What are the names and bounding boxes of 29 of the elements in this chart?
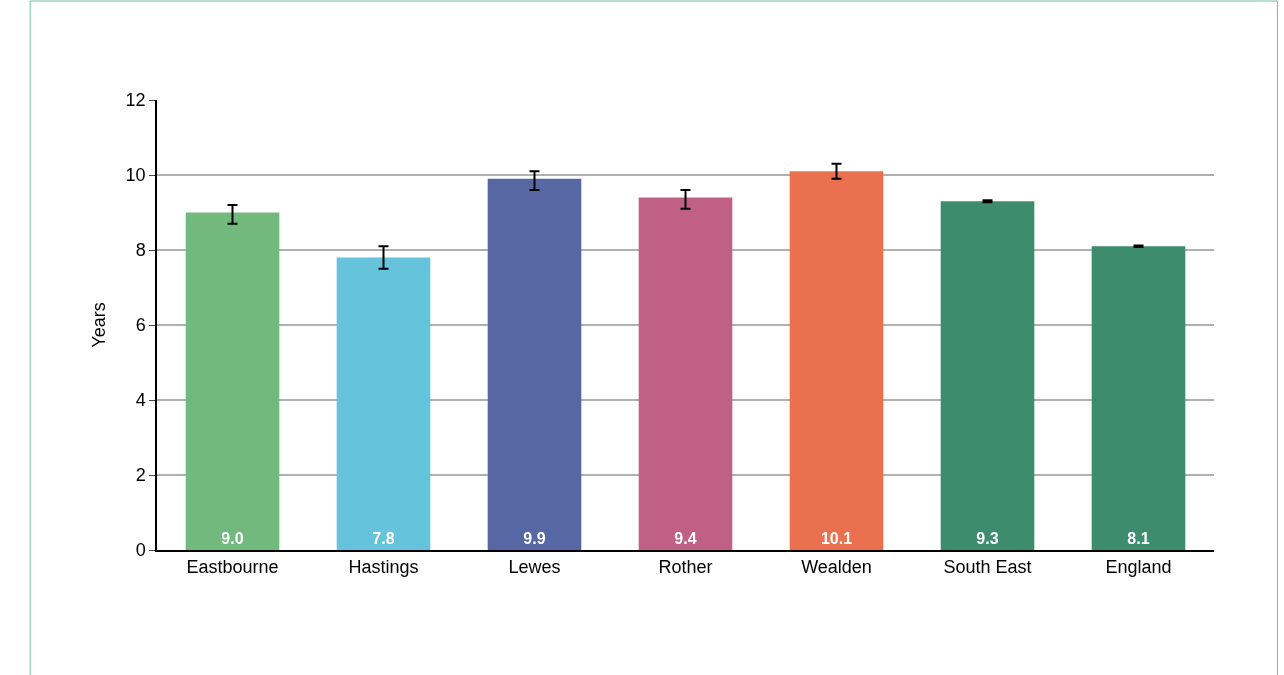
bar	[638, 197, 733, 550]
y-tick-label: 10	[125, 165, 146, 186]
y-tick-label: 0	[135, 540, 146, 561]
data-label: 9.0	[221, 530, 244, 547]
x-tick-label: Eastbourne	[186, 557, 279, 578]
bar	[185, 212, 280, 550]
data-label: 9.9	[523, 530, 546, 547]
y-tick-label: 2	[135, 465, 146, 486]
y-tick-label: 6	[135, 315, 146, 336]
bar	[1091, 246, 1186, 550]
data-label: 8.1	[1127, 530, 1150, 547]
y-tick-label: 4	[135, 390, 146, 411]
x-tick-label: Lewes	[508, 557, 561, 578]
data-label: 9.4	[674, 530, 697, 547]
y-axis-title: Years	[89, 302, 110, 348]
bar	[487, 178, 582, 550]
y-tick-label: 8	[135, 240, 146, 261]
x-tick-label: South East	[943, 557, 1032, 578]
x-tick-label: Wealden	[801, 557, 872, 578]
data-label: 7.8	[372, 530, 395, 547]
data-label: 10.1	[820, 530, 853, 547]
x-tick-label: Rother	[658, 557, 713, 578]
data-label: 9.3	[976, 530, 999, 547]
x-tick-label: England	[1105, 557, 1172, 578]
x-tick-label: Hastings	[348, 557, 419, 578]
bar	[789, 171, 884, 550]
bar	[336, 257, 431, 550]
y-tick-label: 12	[125, 90, 146, 111]
bar	[940, 201, 1035, 550]
